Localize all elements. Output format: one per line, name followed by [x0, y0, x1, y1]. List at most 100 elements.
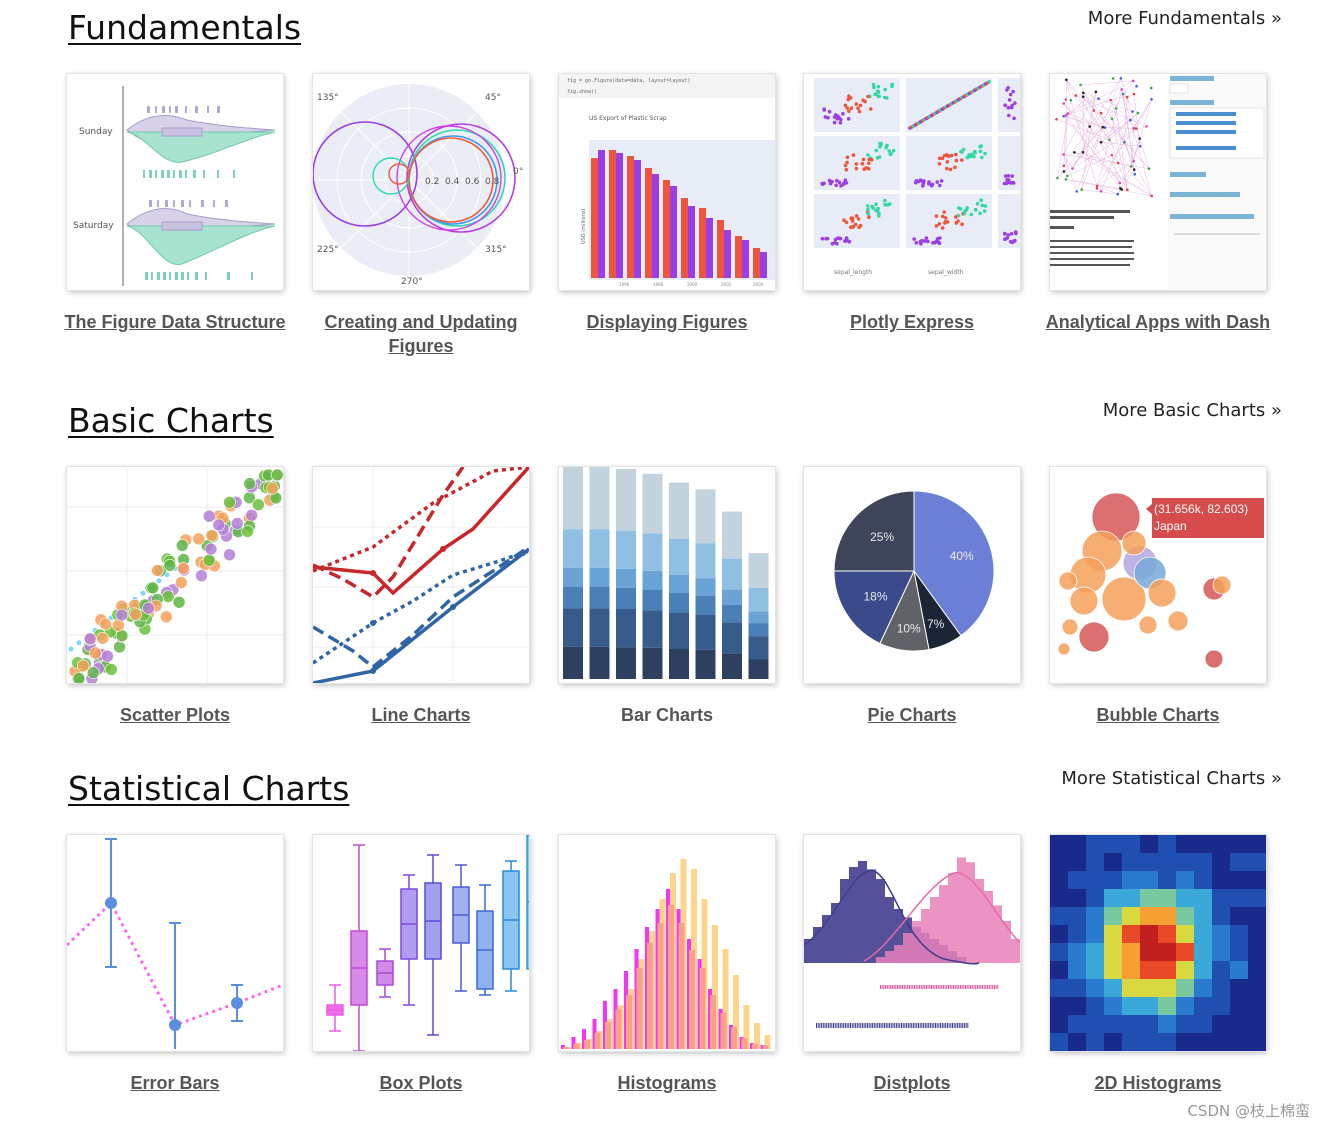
- thumbnail-error-bars[interactable]: [67, 835, 283, 1051]
- network-edge: [1110, 99, 1137, 129]
- dist-rug-mark: [882, 1023, 884, 1028]
- card-label-bubble-charts[interactable]: Bubble Charts: [1096, 705, 1220, 725]
- card-label-figure-data-structure[interactable]: The Figure Data Structure: [64, 312, 286, 332]
- thumbnail-violin[interactable]: Sunday Saturday: [67, 74, 283, 290]
- thumbnail-bubble[interactable]: (31.656k, 82.603) Japan: [1050, 467, 1266, 683]
- more-statistical-charts-link[interactable]: More Statistical Charts »: [1061, 768, 1282, 789]
- express-dot: [942, 210, 946, 214]
- heatmap-cell: [1248, 925, 1266, 943]
- card-label-analytical-apps-dash[interactable]: Analytical Apps with Dash: [1045, 312, 1271, 332]
- stacked-bar-segment: [642, 589, 663, 611]
- more-fundamentals-link[interactable]: More Fundamentals »: [1087, 8, 1282, 29]
- dist-rug-mark: [973, 985, 975, 989]
- express-dot: [953, 165, 957, 170]
- scatter-dot: [175, 576, 188, 589]
- heatmap-cell: [1050, 943, 1068, 961]
- dist-rug-mark: [963, 1023, 965, 1028]
- dist-rug-mark: [903, 985, 905, 989]
- thumbnail-line[interactable]: [313, 467, 529, 683]
- thumbnail-express[interactable]: sepal_length sepal_width: [804, 74, 1020, 290]
- heatmap-cell: [1158, 979, 1176, 997]
- card-label-creating-updating-figures[interactable]: Creating and Updating Figures: [324, 312, 518, 356]
- heatmap-cell: [1086, 907, 1104, 925]
- plastic-export-bars: [591, 150, 767, 278]
- express-dot: [975, 201, 980, 206]
- heatmap-cell: [1068, 961, 1086, 979]
- thumbnail-box-plots[interactable]: [313, 835, 529, 1051]
- stacked-bar-segment: [669, 613, 689, 649]
- dist-rug-mark: [931, 985, 932, 989]
- network-node: [1119, 77, 1123, 80]
- card-label-bar-charts[interactable]: Bar Charts: [620, 705, 714, 725]
- express-dot: [960, 158, 964, 162]
- card-label-2d-histograms[interactable]: 2D Histograms: [1094, 1073, 1222, 1093]
- card-label-plotly-express[interactable]: Plotly Express: [849, 312, 975, 332]
- stacked-bar-segment: [642, 473, 663, 534]
- thumbnail-polar[interactable]: 135° 45° 0° 225° 315° 270° 0.2 0.4 0.6 0…: [313, 74, 529, 290]
- card-label-displaying-figures[interactable]: Displaying Figures: [586, 312, 748, 332]
- heatmap-cell: [1194, 871, 1212, 889]
- heatmap-cell: [1176, 889, 1194, 907]
- heatmap-cell: [1104, 997, 1122, 1015]
- express-dot: [956, 219, 960, 223]
- card-label-box-plots[interactable]: Box Plots: [379, 1073, 463, 1093]
- section-title-statistical-charts[interactable]: Statistical Charts: [68, 769, 350, 808]
- scatter-dot: [195, 569, 208, 582]
- heatmap-cell: [1086, 1015, 1104, 1033]
- pie-slice: [913, 490, 995, 637]
- scatter-dot: [105, 663, 118, 676]
- heatmap-cell: [1176, 835, 1194, 853]
- network-node: [1110, 153, 1114, 157]
- dist-rug-mark: [878, 1023, 880, 1028]
- card-label-pie-charts[interactable]: Pie Charts: [867, 705, 957, 725]
- thumbnail-dash-app[interactable]: [1050, 74, 1266, 290]
- heatmap-cell: [1140, 1033, 1158, 1051]
- dist-rug-mark: [870, 1023, 872, 1028]
- network-edge: [1063, 103, 1119, 164]
- thumbnail-bar[interactable]: [559, 467, 775, 683]
- card-label-histograms[interactable]: Histograms: [617, 1073, 717, 1093]
- thumbnail-scatter[interactable]: [67, 467, 283, 683]
- heatmap-cell: [1104, 907, 1122, 925]
- section-title-fundamentals[interactable]: Fundamentals: [68, 8, 302, 47]
- heatmap-cell: [1212, 997, 1230, 1015]
- dist-rug-mark: [877, 1023, 879, 1028]
- express-dot: [845, 160, 849, 165]
- card-label-distplots[interactable]: Distplots: [873, 1073, 951, 1093]
- heatmap-cell: [1176, 853, 1194, 871]
- heatmap-cell: [1104, 961, 1122, 979]
- network-node: [1081, 95, 1085, 98]
- heatmap-cell: [1068, 1033, 1086, 1051]
- hist-bar-magenta: [571, 1037, 576, 1049]
- express-dot: [846, 117, 851, 121]
- thumbnail-histograms[interactable]: [559, 835, 775, 1051]
- thumbnail-pie[interactable]: 40% 7% 10% 18% 25%: [804, 467, 1020, 683]
- thumbnail-displaying[interactable]: fig = go.Figure(data=data, layout=layout…: [559, 74, 775, 290]
- network-edge: [1104, 108, 1117, 128]
- more-basic-charts-link[interactable]: More Basic Charts »: [1102, 400, 1282, 421]
- stacked-bar-segment: [563, 467, 583, 530]
- card-label-error-bars[interactable]: Error Bars: [130, 1073, 220, 1093]
- express-dot: [832, 115, 837, 119]
- heatmap-cell: [1086, 835, 1104, 853]
- network-edge: [1111, 118, 1152, 197]
- card-label-line-charts[interactable]: Line Charts: [371, 705, 471, 725]
- dist-rug-mark: [884, 1023, 885, 1028]
- thumbnail-distplots[interactable]: [804, 835, 1020, 1051]
- pie-chart-image: 40% 7% 10% 18% 25%: [833, 490, 995, 652]
- dist-rug-mark: [900, 985, 902, 989]
- dist-rug-mark: [914, 985, 915, 989]
- bubble: [1212, 575, 1232, 595]
- network-node: [1132, 159, 1135, 163]
- thumbnail-2d-histograms[interactable]: [1050, 835, 1266, 1051]
- stacked-bar-segment: [669, 575, 689, 593]
- scatter-dot: [241, 525, 254, 538]
- network-edge: [1066, 79, 1150, 169]
- dist-rug-mark: [912, 1023, 914, 1028]
- card-label-scatter-plots[interactable]: Scatter Plots: [119, 705, 231, 725]
- heatmap-cell: [1122, 961, 1140, 979]
- dist-rug-mark: [827, 1023, 829, 1028]
- dist-rug-mark: [926, 1023, 928, 1028]
- dist-rug-mark: [897, 1023, 899, 1028]
- section-title-basic-charts[interactable]: Basic Charts: [68, 401, 274, 440]
